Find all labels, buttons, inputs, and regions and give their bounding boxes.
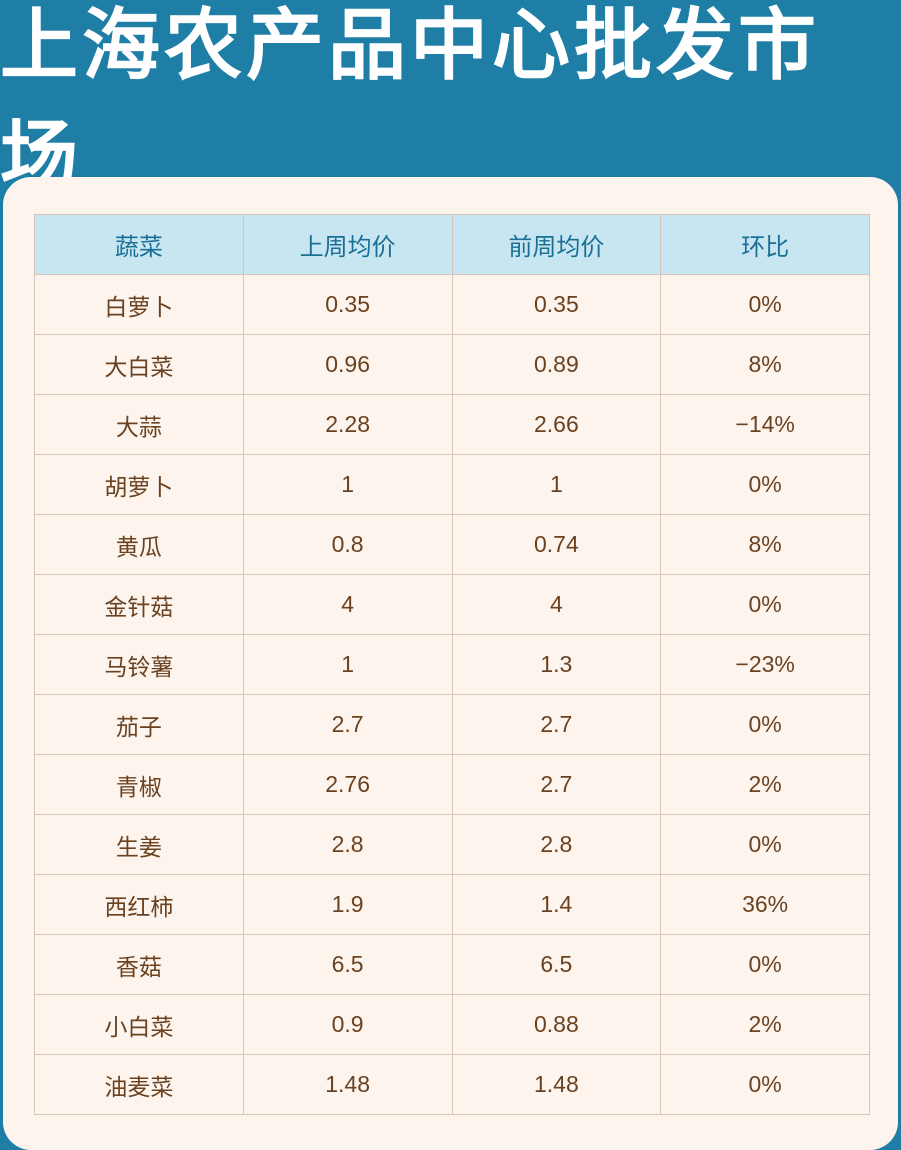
table-row: 小白菜 0.9 0.88 2% [34,994,870,1055]
column-header-week-change: 环比 [660,214,870,275]
table-row: 大白菜 0.96 0.89 8% [34,334,870,395]
prev-week-avg-cell: 1 [451,454,662,515]
week-change-cell: 0% [660,1054,870,1115]
week-change-cell: 0% [660,274,870,335]
vegetable-cell: 金针菇 [34,574,244,635]
week-change-cell: 0% [660,694,870,755]
prev-week-avg-cell: 2.7 [451,694,662,755]
price-table: 蔬菜 上周均价 前周均价 环比 白萝卜 0.35 0.35 0% 大白菜 0.96 0.89… [34,214,870,1115]
last-week-avg-cell: 0.35 [242,274,453,335]
prev-week-avg-cell: 1.3 [451,634,662,695]
prev-week-avg-cell: 2.8 [451,814,662,875]
last-week-avg-cell: 1 [242,634,453,695]
prev-week-avg-cell: 1.4 [451,874,662,935]
vegetable-cell: 青椒 [34,754,244,815]
week-change-cell: 0% [660,574,870,635]
last-week-avg-cell: 1.9 [242,874,453,935]
vegetable-cell: 大白菜 [34,334,244,395]
week-change-cell: −23% [660,634,870,695]
vegetable-cell: 西红柿 [34,874,244,935]
prev-week-avg-cell: 0.74 [451,514,662,575]
prev-week-avg-cell: 1.48 [451,1054,662,1115]
last-week-avg-cell: 4 [242,574,453,635]
week-change-cell: −14% [660,394,870,455]
price-card: 蔬菜 上周均价 前周均价 环比 白萝卜 0.35 0.35 0% 大白菜 0.96 0.89… [3,177,898,1150]
table-row: 香菇 6.5 6.5 0% [34,934,870,995]
last-week-avg-cell: 6.5 [242,934,453,995]
prev-week-avg-cell: 0.35 [451,274,662,335]
week-change-cell: 0% [660,454,870,515]
column-header-vegetable: 蔬菜 [34,214,244,275]
table-row: 油麦菜 1.48 1.48 0% [34,1054,870,1115]
last-week-avg-cell: 0.96 [242,334,453,395]
prev-week-avg-cell: 0.89 [451,334,662,395]
table-header-row: 蔬菜 上周均价 前周均价 环比 [34,214,870,275]
table-row: 茄子 2.7 2.7 0% [34,694,870,755]
vegetable-cell: 白萝卜 [34,274,244,335]
week-change-cell: 2% [660,754,870,815]
last-week-avg-cell: 1.48 [242,1054,453,1115]
table-row: 胡萝卜 1 1 0% [34,454,870,515]
last-week-avg-cell: 2.7 [242,694,453,755]
prev-week-avg-cell: 2.66 [451,394,662,455]
table-row: 马铃薯 1 1.3 −23% [34,634,870,695]
vegetable-cell: 胡萝卜 [34,454,244,515]
week-change-cell: 8% [660,334,870,395]
prev-week-avg-cell: 6.5 [451,934,662,995]
last-week-avg-cell: 2.28 [242,394,453,455]
vegetable-cell: 香菇 [34,934,244,995]
column-header-last-week-avg: 上周均价 [242,214,453,275]
table-row: 大蒜 2.28 2.66 −14% [34,394,870,455]
prev-week-avg-cell: 0.88 [451,994,662,1055]
week-change-cell: 0% [660,934,870,995]
vegetable-cell: 黄瓜 [34,514,244,575]
vegetable-cell: 马铃薯 [34,634,244,695]
page-title: 上海农产品中心批发市场 [0,1,821,203]
week-change-cell: 36% [660,874,870,935]
last-week-avg-cell: 2.76 [242,754,453,815]
week-change-cell: 0% [660,814,870,875]
vegetable-cell: 生姜 [34,814,244,875]
vegetable-cell: 油麦菜 [34,1054,244,1115]
last-week-avg-cell: 2.8 [242,814,453,875]
last-week-avg-cell: 1 [242,454,453,515]
table-row: 金针菇 4 4 0% [34,574,870,635]
table-row: 黄瓜 0.8 0.74 8% [34,514,870,575]
vegetable-cell: 小白菜 [34,994,244,1055]
last-week-avg-cell: 0.9 [242,994,453,1055]
last-week-avg-cell: 0.8 [242,514,453,575]
column-header-prev-week-avg: 前周均价 [451,214,662,275]
prev-week-avg-cell: 4 [451,574,662,635]
vegetable-cell: 大蒜 [34,394,244,455]
table-row: 青椒 2.76 2.7 2% [34,754,870,815]
table-body: 白萝卜 0.35 0.35 0% 大白菜 0.96 0.89 8% 大蒜 2.28 2.66 −14%… [34,274,870,1115]
table-row: 白萝卜 0.35 0.35 0% [34,274,870,335]
week-change-cell: 8% [660,514,870,575]
prev-week-avg-cell: 2.7 [451,754,662,815]
vegetable-cell: 茄子 [34,694,244,755]
table-row: 西红柿 1.9 1.4 36% [34,874,870,935]
table-row: 生姜 2.8 2.8 0% [34,814,870,875]
week-change-cell: 2% [660,994,870,1055]
